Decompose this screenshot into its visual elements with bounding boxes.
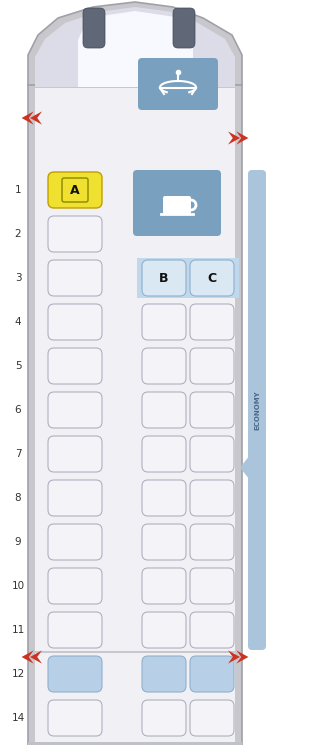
FancyBboxPatch shape: [190, 568, 234, 604]
Polygon shape: [235, 742, 242, 745]
Polygon shape: [30, 112, 42, 124]
Text: B: B: [159, 271, 169, 285]
FancyBboxPatch shape: [142, 348, 186, 384]
FancyBboxPatch shape: [190, 260, 234, 296]
FancyBboxPatch shape: [48, 348, 102, 384]
FancyBboxPatch shape: [48, 612, 102, 648]
FancyBboxPatch shape: [48, 700, 102, 736]
Bar: [35, 651, 235, 653]
FancyBboxPatch shape: [190, 700, 234, 736]
Bar: [35, 88, 235, 745]
FancyBboxPatch shape: [48, 480, 102, 516]
FancyBboxPatch shape: [190, 480, 234, 516]
FancyBboxPatch shape: [83, 8, 105, 48]
FancyBboxPatch shape: [48, 524, 102, 560]
FancyBboxPatch shape: [190, 436, 234, 472]
FancyBboxPatch shape: [142, 480, 186, 516]
Polygon shape: [35, 7, 235, 87]
FancyBboxPatch shape: [48, 392, 102, 428]
Text: 2: 2: [15, 229, 21, 239]
Polygon shape: [228, 131, 240, 145]
FancyBboxPatch shape: [142, 304, 186, 340]
FancyBboxPatch shape: [48, 172, 102, 208]
FancyBboxPatch shape: [142, 568, 186, 604]
Polygon shape: [22, 650, 34, 664]
Polygon shape: [228, 650, 240, 664]
FancyBboxPatch shape: [142, 392, 186, 428]
Text: ECONOMY: ECONOMY: [254, 390, 260, 430]
Text: 8: 8: [15, 493, 21, 503]
Polygon shape: [236, 131, 248, 145]
FancyBboxPatch shape: [142, 524, 186, 560]
Text: 7: 7: [15, 449, 21, 459]
Polygon shape: [236, 650, 248, 664]
Polygon shape: [30, 650, 42, 664]
FancyBboxPatch shape: [190, 348, 234, 384]
FancyBboxPatch shape: [248, 170, 266, 650]
Polygon shape: [28, 2, 242, 85]
Bar: [28, 85, 242, 745]
FancyBboxPatch shape: [190, 656, 234, 692]
Text: 12: 12: [11, 669, 25, 679]
Text: 14: 14: [11, 713, 25, 723]
FancyBboxPatch shape: [142, 656, 186, 692]
FancyBboxPatch shape: [48, 260, 102, 296]
FancyBboxPatch shape: [142, 700, 186, 736]
Text: 11: 11: [11, 625, 25, 635]
Text: A: A: [70, 183, 80, 197]
Polygon shape: [78, 11, 193, 87]
FancyBboxPatch shape: [48, 304, 102, 340]
FancyBboxPatch shape: [173, 8, 195, 48]
Polygon shape: [240, 457, 248, 478]
Bar: [35, 742, 235, 745]
FancyBboxPatch shape: [48, 568, 102, 604]
FancyBboxPatch shape: [62, 178, 88, 202]
FancyBboxPatch shape: [190, 304, 234, 340]
FancyBboxPatch shape: [48, 436, 102, 472]
FancyBboxPatch shape: [163, 196, 191, 214]
Text: 5: 5: [15, 361, 21, 371]
FancyBboxPatch shape: [190, 392, 234, 428]
Text: 10: 10: [12, 581, 25, 591]
Text: 3: 3: [15, 273, 21, 283]
FancyBboxPatch shape: [138, 58, 218, 110]
Text: 6: 6: [15, 405, 21, 415]
FancyBboxPatch shape: [48, 656, 102, 692]
Text: C: C: [207, 271, 217, 285]
FancyBboxPatch shape: [142, 260, 186, 296]
Text: 1: 1: [15, 185, 21, 195]
FancyBboxPatch shape: [190, 524, 234, 560]
FancyBboxPatch shape: [133, 170, 221, 236]
FancyBboxPatch shape: [190, 612, 234, 648]
Polygon shape: [22, 112, 34, 124]
FancyBboxPatch shape: [48, 216, 102, 252]
FancyBboxPatch shape: [142, 612, 186, 648]
Bar: [137, 258, 239, 298]
FancyBboxPatch shape: [142, 436, 186, 472]
Text: 9: 9: [15, 537, 21, 547]
Polygon shape: [28, 742, 35, 745]
Text: 4: 4: [15, 317, 21, 327]
